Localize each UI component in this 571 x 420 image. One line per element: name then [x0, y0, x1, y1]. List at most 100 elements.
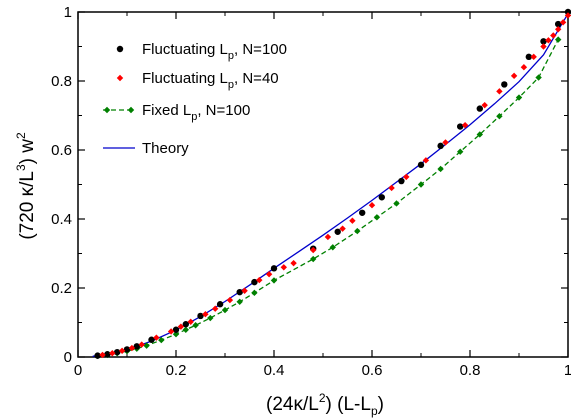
legend-label: Fixed Lp, N=100 [142, 102, 250, 123]
x-tick-label: 1 [564, 362, 571, 379]
series-fixed-n100-line [97, 39, 559, 357]
series-fluct-n40-point [339, 225, 346, 232]
y-tick-label: 1 [64, 4, 72, 21]
series-fluct-n40-point [403, 173, 410, 181]
legend-point [116, 74, 124, 82]
series-fixed-n100-point [457, 148, 464, 155]
legend-label: Fluctuating Lp, N=40 [142, 70, 279, 91]
series-fixed-n100-point [221, 306, 229, 314]
series-fixed-n100-point [373, 214, 381, 221]
series-fluct-n40 [99, 12, 571, 359]
x-tick-label: 0.4 [264, 362, 285, 379]
legend-point [116, 45, 124, 53]
legend-item-fluct-n100: Fluctuating Lp, N=100 [116, 41, 287, 62]
series-fluct-n40-point [202, 311, 209, 318]
tick-labels: 0 0.2 0.4 0.6 0.8 1 0 0.2 0.4 0.6 0.8 1 [51, 4, 571, 379]
legend-marker [127, 106, 135, 114]
series-fixed-n100-point [393, 200, 400, 207]
series-fluct-n100-point [197, 312, 204, 320]
series-fixed-n100-point [476, 131, 483, 138]
series-fluct-n40-point [153, 334, 160, 341]
series-fixed-n100-point [555, 36, 562, 43]
series-fluct-n100-point [251, 278, 258, 286]
series-fluct-n40-point [422, 157, 430, 164]
x-tick-label: 0 [74, 362, 82, 379]
series-fixed-n100-point [535, 74, 542, 81]
series-fluct-n40-point [564, 12, 571, 19]
series-fluct-n100-point [236, 288, 243, 296]
series-fluct-n100-point [378, 194, 385, 201]
y-tick-label: 0 [64, 349, 72, 366]
series-fixed-n100-point [143, 342, 150, 349]
series-fluct-n40-point [520, 64, 528, 71]
series-fluct-n100-point [525, 53, 532, 61]
axis-ticks [77, 11, 569, 358]
series-fixed-n100-point [158, 336, 165, 344]
series-fixed-n100-point [437, 165, 444, 173]
series-fluct-n100-point [104, 351, 111, 358]
y-tick-label: 0.2 [51, 280, 72, 297]
series-fluct-n40-point [177, 323, 185, 330]
series-theory-line [92, 13, 569, 357]
series-fixed-n100-point [354, 227, 361, 235]
series-fluct-n40-point [550, 32, 557, 39]
series-theory [92, 13, 569, 357]
series-fluct-n40-point [349, 217, 356, 224]
series-fluct-n40-point [290, 259, 297, 267]
series-fluct-n100-point [133, 343, 140, 350]
series-layer [92, 8, 571, 360]
series-fluct-n40-point [212, 305, 219, 312]
series-fixed-n100-point [515, 94, 523, 101]
x-tick-label: 0.6 [362, 362, 383, 379]
legend-item-fluct-n40: Fluctuating Lp, N=40 [116, 70, 279, 91]
series-fluct-n40-point [388, 184, 395, 192]
series-fluct-n40-point [109, 350, 116, 357]
series-fluct-n100-point [172, 326, 180, 333]
y-tick-label: 0.8 [51, 73, 72, 90]
series-fluct-n100-point [148, 336, 155, 343]
series-fluct-n100-point [114, 348, 121, 356]
series-fluct-n40-point [442, 139, 449, 146]
series-fixed-n100-point [496, 112, 503, 120]
series-fixed-n100-point [270, 277, 278, 284]
series-fluct-n40-point [99, 351, 106, 359]
series-fluct-n100-point [476, 105, 483, 112]
series-fluct-n40-point [496, 88, 503, 95]
series-fluct-n100-point [270, 265, 278, 272]
y-axis-title: (720 κ/L3) w2 [14, 132, 38, 240]
y-tick-label: 0.6 [51, 142, 72, 159]
series-fluct-n100-point [94, 352, 101, 359]
series-fixed-n100-point [417, 181, 425, 188]
x-tick-label: 0.2 [166, 362, 187, 379]
series-fixed-n100-point [182, 326, 189, 333]
series-fluct-n40-point [368, 202, 376, 209]
series-fluct-n40-point [545, 37, 552, 44]
y-tick-label: 0.4 [51, 211, 72, 228]
series-fixed-n100-point [310, 255, 317, 263]
series-fluct-n100-point [123, 346, 131, 353]
series-fluct-n100-point [437, 142, 444, 150]
series-fluct-n100-point [417, 161, 425, 169]
series-fluct-n100 [94, 8, 571, 359]
plot-frame [77, 11, 569, 358]
series-fluct-n40-point [481, 101, 488, 109]
series-fixed-n100-point [329, 244, 336, 251]
series-fluct-n100-point [334, 228, 341, 235]
series-fluct-n40-point [310, 246, 317, 254]
series-fixed-n100-point [251, 289, 258, 297]
series-fixed-n100-point [172, 331, 180, 338]
series-fluct-n100-point [359, 209, 366, 216]
series-fluct-n40-point [118, 347, 126, 354]
legend-label: Fluctuating Lp, N=100 [142, 41, 287, 62]
series-fluct-n100-point [564, 8, 571, 16]
series-fluct-n40-point [226, 296, 234, 304]
legend-marker [103, 106, 111, 114]
series-fluct-n100-point [216, 301, 224, 308]
series-fluct-n100-point [398, 177, 405, 185]
series-fluct-n40-point [559, 19, 567, 26]
legend-item-fixed-n100: Fixed Lp, N=100 [103, 102, 250, 123]
series-fluct-n40-point [280, 264, 287, 271]
legend: Fluctuating Lp, N=100 Fluctuating Lp, N=4… [103, 41, 287, 157]
series-fluct-n40-point [265, 271, 273, 278]
